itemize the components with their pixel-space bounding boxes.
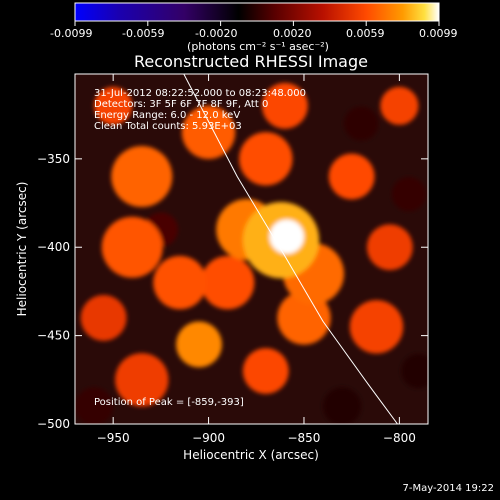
colorbar-tick-label: 0.0020 [273,27,312,40]
emission-blob [323,387,362,424]
x-tick-label: −800 [383,431,416,445]
emission-blob [153,255,207,310]
emission-blob [242,348,289,394]
emission-blob [380,86,419,125]
x-axis-ticks: −950 −900 −850 −800 [97,74,416,445]
annotation-detectors: Detectors: 3F 5F 6F 7F 8F 9F, Att 0 [94,99,268,110]
annotation-clean-counts: Clean Total counts: 5.93E+03 [94,121,242,132]
emission-blob [269,219,304,254]
emission-map [75,82,428,424]
annotation-peak-position: Position of Peak = [-859,-393] [94,397,244,408]
colorbar-unit-label: (photons cm⁻² s⁻¹ asec⁻²) [187,40,329,53]
x-tick-label: −950 [97,431,130,445]
emission-blob [111,145,173,208]
emission-blob [366,224,413,271]
emission-blob [401,353,428,389]
footer-timestamp: 7-May-2014 19:22 [402,483,494,494]
emission-blob [277,291,331,345]
emission-blob [328,153,375,200]
y-axis-ticks: −350 −400 −450 −500 [37,152,428,431]
plot-frame [74,73,429,425]
y-tick-label: −350 [37,152,70,166]
emission-blob [101,216,163,278]
emission-blob [200,255,255,310]
y-tick-label: −450 [37,329,70,343]
colorbar-tick-label: 0.0099 [419,27,458,40]
x-tick-label: −850 [287,431,320,445]
emission-blob [239,132,293,186]
solar-limb-line [183,74,398,424]
colorbar-tick-label: 0.0059 [346,27,385,40]
colorbar-tick-label: -0.0099 [50,27,92,40]
x-tick-label: −900 [192,431,225,445]
emission-blob [75,387,114,424]
y-tick-label: −400 [37,240,70,254]
plot-area [75,74,428,424]
emission-blob [176,321,222,368]
y-axis-label: Heliocentric Y (arcsec) [15,182,29,317]
x-axis-label: Heliocentric X (arcsec) [183,448,319,462]
emission-blob [115,353,169,407]
emission-blob [391,177,427,212]
emission-blob [94,86,133,125]
colorbar-tick-labels: -0.0099 -0.0059 -0.0020 0.0020 0.0059 0.… [50,27,458,40]
emission-blob [80,295,127,341]
colorbar-tick-label: -0.0059 [122,27,164,40]
colorbar-ticks [74,21,440,26]
emission-blob [261,82,308,129]
annotation-energy-range: Energy Range: 6.0 - 12.0 keV [94,110,240,121]
y-tick-label: −500 [37,417,70,431]
annotation-time-range: 31-Jul-2012 08:22:52.000 to 08:23:48.000 [94,88,306,99]
emission-blob [344,106,379,141]
emission-blob [349,300,404,354]
colorbar [74,2,440,22]
colorbar-tick-label: -0.0020 [195,27,237,40]
annotation-block: 31-Jul-2012 08:22:52.000 to 08:23:48.000… [94,88,306,408]
emission-blob [181,105,236,160]
chart-title: Reconstructed RHESSI Image [134,52,368,71]
